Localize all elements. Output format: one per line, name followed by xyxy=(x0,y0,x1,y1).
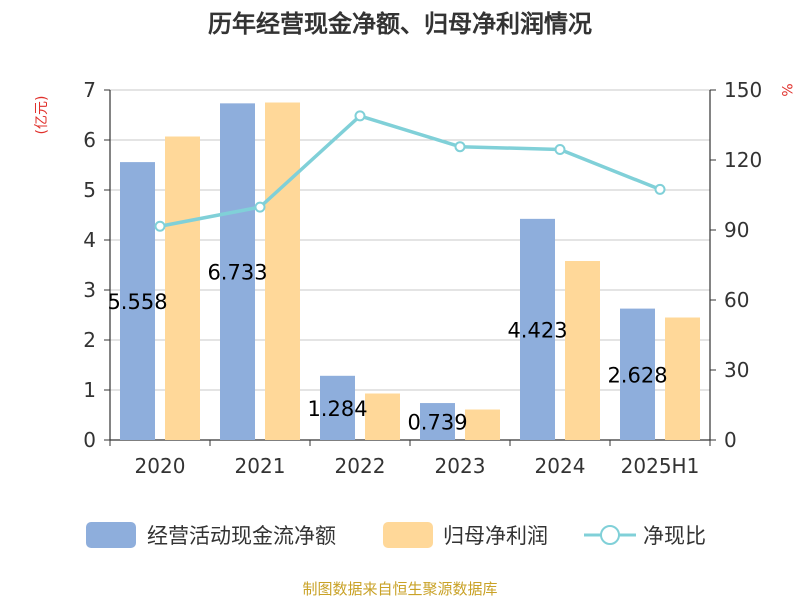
cashflow-bar xyxy=(620,308,655,440)
ratio-point xyxy=(554,144,566,155)
right-tick-label: 0 xyxy=(724,428,737,452)
ratio-line xyxy=(154,110,666,232)
left-tick-label: 0 xyxy=(83,428,96,452)
data-label: 0.739 xyxy=(407,411,467,435)
legend[interactable]: 经营活动现金流净额 归母净利润 净现比 xyxy=(86,522,706,548)
right-axis-unit: % xyxy=(778,83,794,96)
legend-swatch xyxy=(383,522,433,548)
cashflow-bar xyxy=(220,103,255,440)
ratio-line-path xyxy=(159,114,661,228)
grid xyxy=(110,89,710,391)
net-profit-bar xyxy=(265,102,300,440)
net-profit-bar xyxy=(165,136,200,440)
left-tick-label: 3 xyxy=(83,278,96,302)
net-profit-bar xyxy=(365,393,400,440)
data-label: 2.628 xyxy=(607,363,667,387)
legend-item[interactable]: 归母净利润 xyxy=(383,522,548,548)
x-tick-label: 2020 xyxy=(135,454,186,478)
ratio-point xyxy=(654,183,666,195)
data-label: 5.558 xyxy=(107,290,167,314)
legend-marker xyxy=(600,525,620,545)
cashflow-bar xyxy=(320,375,355,440)
x-tick-label: 2021 xyxy=(235,454,286,478)
axes: 0 1 2 3 4 5 6 7 0 30 60 90 120 150 2020 2021 2022 2023 202… xyxy=(83,78,762,478)
chart-title: 历年经营现金净额、归母净利润情况 xyxy=(208,10,592,38)
cashflow-bar xyxy=(120,162,155,440)
left-tick-label: 6 xyxy=(83,128,96,152)
legend-label: 经营活动现金流净额 xyxy=(147,524,336,548)
cashflow-bar xyxy=(420,403,455,440)
left-tick-label: 5 xyxy=(83,178,96,202)
right-tick-label: 120 xyxy=(724,148,762,172)
right-tick-label: 150 xyxy=(724,78,762,102)
x-tick-label: 2022 xyxy=(335,454,386,478)
right-tick-label: 90 xyxy=(724,218,749,242)
data-labels: 5.558 6.733 1.284 0.739 4.423 2.628 xyxy=(107,261,667,435)
legend-item[interactable]: 净现比 xyxy=(584,524,706,548)
net-profit-bar xyxy=(565,261,600,440)
source-note: 制图数据来自恒生聚源数据库 xyxy=(302,580,497,598)
bars xyxy=(120,102,700,440)
x-tick-label: 2025H1 xyxy=(621,454,700,478)
legend-swatch xyxy=(86,522,136,548)
right-tick-label: 30 xyxy=(724,358,749,382)
left-tick-label: 2 xyxy=(83,328,96,352)
ratio-point xyxy=(454,141,466,153)
ratio-point xyxy=(354,110,366,122)
net-profit-bar xyxy=(465,409,500,440)
data-label: 1.284 xyxy=(307,397,367,421)
cashflow-bar xyxy=(520,218,555,440)
x-tick-label: 2024 xyxy=(535,454,586,478)
left-tick-label: 7 xyxy=(83,78,96,102)
left-tick-label: 4 xyxy=(83,228,96,252)
legend-label: 净现比 xyxy=(643,524,706,548)
net-profit-bar xyxy=(665,317,700,440)
right-tick-label: 60 xyxy=(724,288,749,312)
ratio-point xyxy=(254,201,266,213)
left-tick-label: 1 xyxy=(83,378,96,402)
x-tick-label: 2023 xyxy=(435,454,486,478)
ratio-point xyxy=(154,220,166,232)
legend-item[interactable]: 经营活动现金流净额 xyxy=(86,522,336,548)
data-label: 6.733 xyxy=(207,261,267,285)
legend-label: 归母净利润 xyxy=(443,524,548,548)
data-label: 4.423 xyxy=(507,318,567,342)
left-axis-unit: (亿元) xyxy=(34,96,50,135)
